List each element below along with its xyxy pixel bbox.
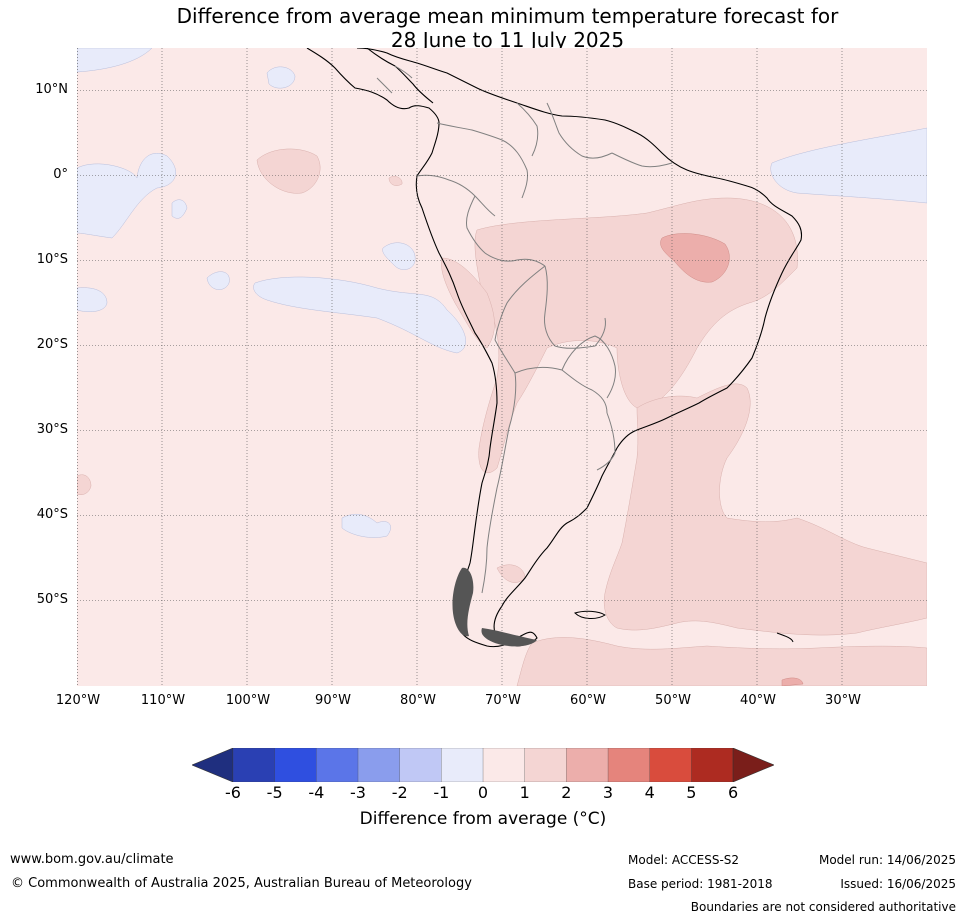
- footer-copyright: © Commonwealth of Australia 2025, Austra…: [11, 876, 472, 891]
- colorbar-arrow-min: [192, 748, 234, 782]
- footer-website[interactable]: www.bom.gov.au/climate: [10, 852, 174, 867]
- coastline: [306, 48, 803, 648]
- footer-base-period: Base period: 1981-2018: [628, 877, 773, 891]
- colorbar-label: Difference from average (°C): [359, 809, 607, 829]
- graticule: [77, 48, 927, 686]
- lat-label-50s: 50°S: [36, 592, 68, 607]
- cooler-areas: [77, 48, 927, 686]
- colorbar-cells: [232, 748, 734, 782]
- forecast-map: [77, 48, 927, 686]
- lon-label-70w: 70°W: [485, 693, 521, 708]
- colorbar-cell: [482, 748, 526, 782]
- colorbar-cell: [274, 748, 317, 782]
- warmer-1-2-areas: [77, 148, 927, 686]
- footer-issued: Issued: 16/06/2025: [840, 877, 956, 891]
- lat-label-20s: 20°S: [36, 337, 68, 352]
- colorbar-cell: [316, 748, 359, 782]
- colorbar-cell: [524, 748, 567, 782]
- warmer-2-3-areas: [660, 233, 804, 686]
- lon-label-90w: 90°W: [315, 693, 351, 708]
- colorbar-cell: [232, 748, 276, 782]
- lon-label-80w: 80°W: [400, 693, 436, 708]
- south-georgia: [776, 632, 794, 643]
- colorbar-tick-label: 0: [477, 783, 489, 802]
- lat-label-0: 0°: [53, 167, 68, 182]
- colorbar-tick-label: -6: [225, 783, 241, 802]
- colorbar-tick-label: -1: [433, 783, 450, 802]
- map-svg: [77, 48, 927, 686]
- colorbar-tick-label: 2: [561, 783, 572, 802]
- colorbar-cell: [649, 748, 692, 782]
- footer-model: Model: ACCESS-S2: [628, 853, 740, 867]
- colorbar-tick-label: 4: [644, 783, 655, 802]
- colorbar: [192, 748, 774, 782]
- colorbar-tick-label: 1: [519, 783, 530, 802]
- colorbar-cell: [357, 748, 401, 782]
- colorbar-tick-label: -4: [308, 783, 325, 802]
- lon-label-60w: 60°W: [570, 693, 606, 708]
- chile-fjords: [452, 567, 537, 647]
- colorbar-tick-label: -5: [266, 783, 283, 802]
- lon-label-100w: 100°W: [225, 693, 271, 708]
- colorbar-arrow-max: [732, 748, 774, 782]
- lat-label-30s: 30°S: [36, 422, 68, 437]
- lat-label-10n: 10°N: [35, 82, 68, 97]
- colorbar-tick-label: 6: [727, 783, 739, 802]
- colorbar-tick-label: -2: [391, 783, 408, 802]
- lon-label-30w: 30°W: [825, 693, 861, 708]
- colorbar-tick-label: 3: [602, 783, 614, 802]
- colorbar-tick-label: -3: [350, 783, 366, 802]
- lon-label-120w: 120°W: [55, 693, 101, 708]
- lat-label-40s: 40°S: [36, 507, 68, 522]
- falkland-islands: [574, 610, 606, 619]
- central-america-coast: [366, 48, 434, 104]
- footer-model-run: Model run: 14/06/2025: [818, 853, 956, 867]
- colorbar-cell: [399, 748, 442, 782]
- lon-label-40w: 40°W: [740, 693, 776, 708]
- colorbar-cell: [691, 748, 734, 782]
- title-line-1: Difference from average mean minimum tem…: [176, 4, 839, 28]
- lat-label-10s: 10°S: [36, 252, 68, 267]
- colorbar-tick-label: 5: [686, 783, 697, 802]
- colorbar-cell: [566, 748, 609, 782]
- lon-label-110w: 110°W: [140, 693, 186, 708]
- map-title: Difference from average mean minimum tem…: [0, 4, 965, 52]
- colorbar-cell: [607, 748, 651, 782]
- lon-label-50w: 50°W: [655, 693, 691, 708]
- footer-disclaimer: Boundaries are not considered authoritat…: [690, 900, 956, 914]
- colorbar-cell: [441, 748, 484, 782]
- country-borders: [376, 65, 673, 594]
